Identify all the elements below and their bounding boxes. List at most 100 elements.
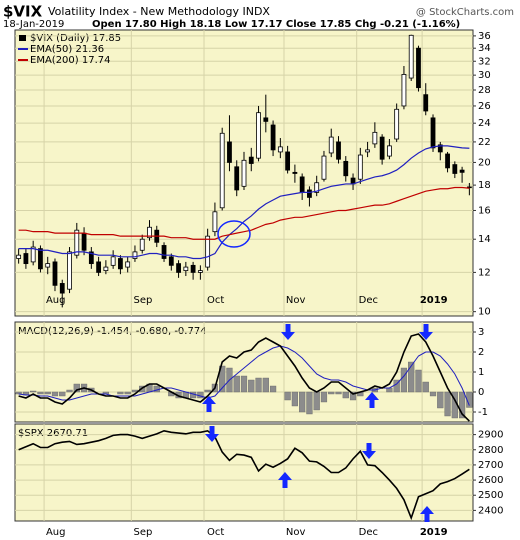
candle-body [285, 151, 291, 171]
candle-body [205, 235, 211, 268]
histogram-bar [233, 375, 240, 393]
candle-body [16, 254, 22, 259]
chart-title: Volatility Index - New Methodology INDX [48, 5, 270, 18]
x-tick-label: Dec [359, 295, 378, 306]
y-tick-label: 10 [478, 307, 491, 318]
histogram-bar [422, 381, 429, 393]
series-line [18, 345, 470, 406]
candle-body [328, 136, 334, 154]
series-line [18, 186, 470, 240]
histogram-bar [59, 391, 66, 397]
histogram-bar [458, 391, 466, 419]
candle-body [176, 263, 181, 273]
candle-body [23, 253, 29, 265]
candle-body [314, 182, 320, 193]
y-tick-label: 26 [478, 101, 491, 112]
x-tick-label: Aug [46, 527, 66, 538]
candle-body [357, 154, 363, 180]
histogram-bar [299, 391, 306, 413]
y-tick-label: 2500 [478, 490, 503, 501]
series-line [18, 429, 470, 521]
candle-body [416, 47, 421, 89]
y-tick-label: 0 [478, 387, 484, 398]
candle-body [81, 232, 87, 251]
candle-body [183, 266, 189, 272]
histogram-bar [37, 391, 44, 395]
candle-body [401, 74, 407, 107]
histogram-bar [306, 391, 313, 415]
histogram-bar [66, 389, 73, 393]
candle-body [168, 256, 174, 266]
y-tick-label: 2800 [478, 445, 503, 456]
candle-body [263, 117, 269, 122]
candle-body [161, 245, 167, 259]
candle-body [430, 117, 436, 149]
spx-panel [14, 423, 474, 522]
y-tick-label: 34 [478, 43, 491, 54]
candle-body [132, 251, 138, 259]
candle-body [336, 141, 341, 160]
y-tick-label: 20 [478, 157, 491, 168]
date: 18-Jan-2019 [3, 19, 64, 30]
histogram-bar [342, 391, 349, 399]
histogram-bar [284, 391, 291, 401]
histogram-bar [124, 391, 131, 395]
candle-body [452, 164, 458, 174]
y-tick-label: 24 [478, 118, 491, 129]
y-tick-label: 18 [478, 180, 491, 191]
candle-body [212, 211, 218, 233]
histogram-bar [262, 377, 269, 393]
x-tick-label: 2019 [420, 295, 448, 306]
candle-body [241, 159, 247, 187]
histogram-bar [44, 391, 51, 395]
candle-body [277, 146, 283, 153]
candle-body [365, 149, 370, 153]
y-tick-label: -1 [478, 407, 488, 418]
quote: Open 17.80 High 18.18 Low 17.17 Close 17… [92, 19, 460, 30]
y-tick-label: 28 [478, 85, 491, 96]
candle-body [125, 261, 131, 268]
y-tick-label: 32 [478, 56, 491, 67]
candle-body [88, 251, 94, 265]
x-tick-label: Sep [134, 295, 153, 306]
y-tick-label: 1 [478, 367, 484, 378]
candle-body [118, 258, 123, 270]
candle-body [147, 226, 152, 239]
histogram-bar [335, 391, 342, 395]
histogram-bar [248, 379, 255, 393]
y-tick-label: 2600 [478, 475, 503, 486]
x-tick-label: Oct [207, 295, 224, 306]
x-tick-label: Oct [207, 527, 224, 538]
candle-body [110, 256, 116, 266]
spx-title: $SPX 2670.71 [18, 428, 88, 439]
candle-body [459, 169, 465, 173]
histogram-bar [415, 369, 422, 393]
candle-body [139, 238, 145, 251]
histogram-bar [408, 361, 415, 393]
candle-body [96, 261, 102, 273]
candle-body [248, 156, 254, 164]
candle-body [52, 261, 58, 286]
candle-body [299, 176, 305, 193]
histogram-bar [328, 391, 335, 395]
histogram-bar [117, 391, 124, 395]
series-line [18, 333, 470, 422]
candle-body [38, 248, 43, 270]
histogram-bar [429, 391, 437, 397]
y-tick-label: 3 [478, 327, 484, 338]
y-tick-label: 2700 [478, 460, 503, 471]
candle-body [30, 246, 36, 263]
histogram-bar [255, 377, 262, 393]
candle-body [103, 266, 109, 272]
candle-body [234, 166, 240, 191]
histogram-bar [73, 383, 80, 393]
y-tick-label: 2400 [478, 505, 503, 516]
candle-body [386, 145, 392, 157]
x-tick-label: Nov [286, 527, 306, 538]
y-tick-label: 2 [478, 347, 484, 358]
candle-body [307, 189, 312, 198]
y-tick-label: 36 [478, 31, 491, 42]
histogram-bar [219, 365, 226, 393]
y-tick-label: 22 [478, 137, 491, 148]
